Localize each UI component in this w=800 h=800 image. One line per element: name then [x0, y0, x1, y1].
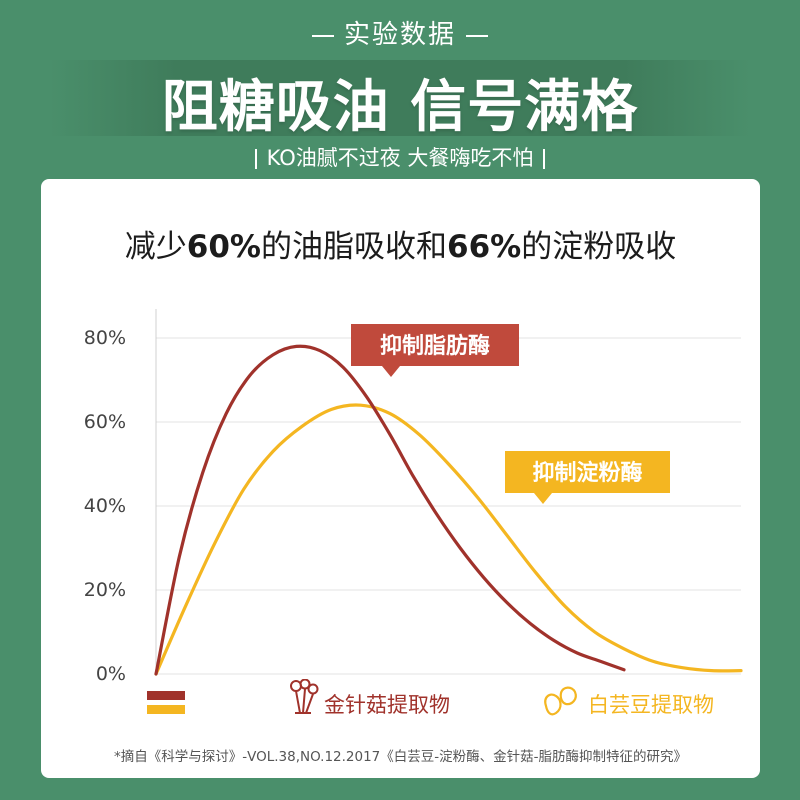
- title-part-3: 的油脂吸收和: [261, 229, 447, 265]
- tagline-bar-left: [254, 149, 257, 169]
- legend-label-red: 金针菇提取物: [324, 693, 450, 717]
- eyebrow-text: 实验数据: [343, 20, 456, 50]
- tagline-text: KO油腻不过夜 大餐嗨吃不怕: [266, 146, 534, 170]
- y-tick-label: 20%: [84, 579, 126, 601]
- title-part-4: 66%: [447, 229, 522, 265]
- legend-label-yellow: 白芸豆提取物: [588, 693, 714, 717]
- bean-icon: [544, 686, 577, 716]
- source-citation: *摘自《科学与探讨》-VOL.38,NO.12.2017《白芸豆-淀粉酶、金针菇…: [113, 749, 688, 765]
- eyebrow-dash-right: [466, 34, 488, 37]
- y-tick-label: 40%: [84, 495, 126, 517]
- y-tick-label: 80%: [84, 327, 126, 349]
- callout-amylase-pointer: [534, 493, 552, 504]
- headline: 阻糖吸油 信号满格: [161, 75, 639, 140]
- y-tick-label: 60%: [84, 411, 126, 433]
- callout-lipase-pointer: [382, 366, 400, 377]
- callout-amylase-box: [505, 451, 670, 493]
- legend-swatch-red: [147, 691, 185, 700]
- eyebrow: 实验数据: [0, 14, 800, 51]
- chart-card: 减少60%的油脂吸收和66%的淀粉吸收 0% 20% 40% 60% 80% 抑制脂肪酶抑…: [41, 179, 760, 778]
- tagline: KO油腻不过夜 大餐嗨吃不怕: [0, 142, 800, 172]
- chart-title: 减少60%的油脂吸收和66%的淀粉吸收: [41, 221, 760, 266]
- eyebrow-dash-left: [311, 34, 334, 37]
- y-tick-label: 0%: [96, 663, 126, 685]
- series-line-yellow: [154, 403, 743, 676]
- series-line-red: [154, 344, 626, 676]
- legend-swatch-yellow: [147, 705, 185, 714]
- title-part-5: 的淀粉吸收: [521, 229, 677, 265]
- title-part-1: 减少: [124, 229, 187, 265]
- callout-lipase-label: 抑制脂肪酶: [380, 333, 490, 359]
- callout-lipase-box: [351, 324, 519, 366]
- callout-amylase-label: 抑制淀粉酶: [532, 460, 642, 486]
- tagline-bar-right: [543, 149, 546, 169]
- headline-banner: [50, 60, 750, 136]
- mushroom-icon: [290, 679, 319, 714]
- title-part-2: 60%: [186, 229, 261, 265]
